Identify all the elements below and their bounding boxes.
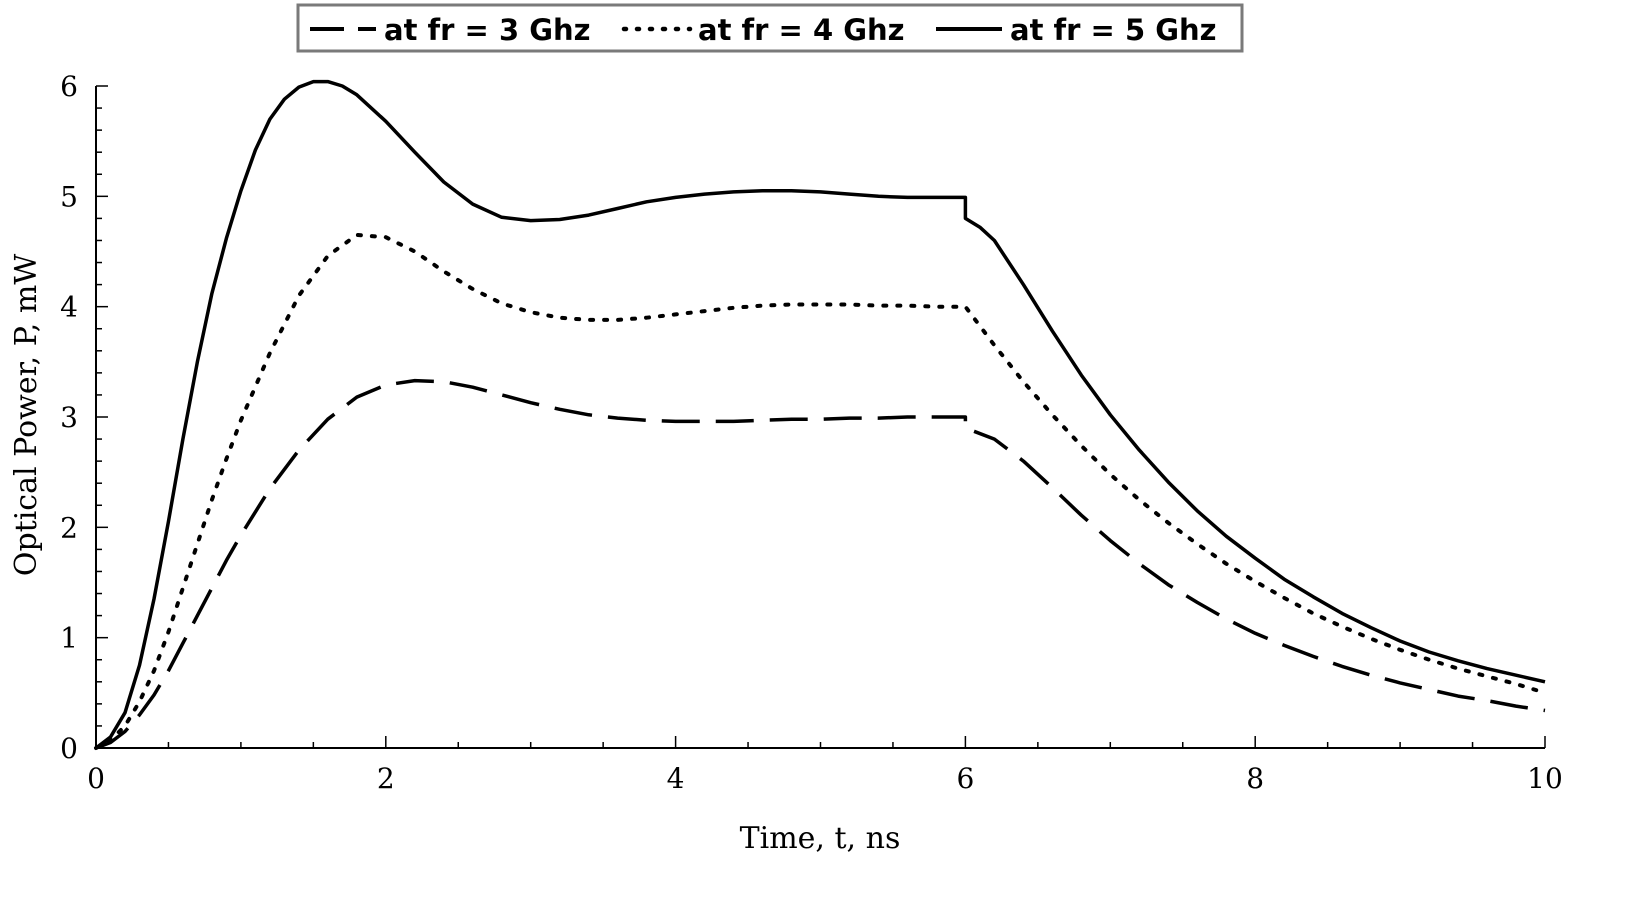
x-tick-label: 2 — [377, 762, 395, 795]
legend-item-2: at fr = 4 Ghz — [621, 13, 905, 47]
legend: at fr = 3 Ghz at fr = 4 Ghz at fr = 5 Ghz — [296, 3, 1244, 53]
x-axis-title: Time, t, ns — [740, 821, 901, 856]
y-tick-label: 3 — [60, 401, 78, 434]
y-axis-title: Optical Power, P, mW — [9, 254, 44, 576]
legend-label-3: at fr = 5 Ghz — [1010, 13, 1217, 47]
series-layer — [94, 79, 1547, 750]
y-tick-label: 2 — [60, 511, 78, 544]
legend-box — [296, 3, 1244, 53]
legend-label-1: at fr = 3 Ghz — [384, 13, 591, 47]
y-tick-label: 5 — [60, 180, 78, 213]
series-line-1 — [95, 378, 1546, 750]
x-tick-label: 6 — [956, 762, 974, 795]
x-tick-label: 0 — [87, 762, 105, 795]
plot-area — [95, 86, 1545, 749]
axis-ticks: 0 2 4 6 8 10 0 1 2 3 4 5 6 — [60, 70, 1563, 795]
y-tick-label: 4 — [60, 291, 78, 324]
series-line-2 — [94, 232, 1547, 750]
y-tick-label: 6 — [60, 70, 78, 103]
legend-item-1: at fr = 3 Ghz — [310, 13, 591, 47]
y-tick-label: 0 — [60, 732, 78, 765]
legend-label-2: at fr = 4 Ghz — [698, 13, 905, 47]
y-tick-label: 1 — [60, 622, 78, 655]
legend-item-3: at fr = 5 Ghz — [936, 13, 1217, 47]
series-line-3 — [94, 79, 1546, 750]
x-tick-label: 8 — [1246, 762, 1264, 795]
x-tick-label: 4 — [667, 762, 685, 795]
x-tick-label: 10 — [1527, 762, 1563, 795]
